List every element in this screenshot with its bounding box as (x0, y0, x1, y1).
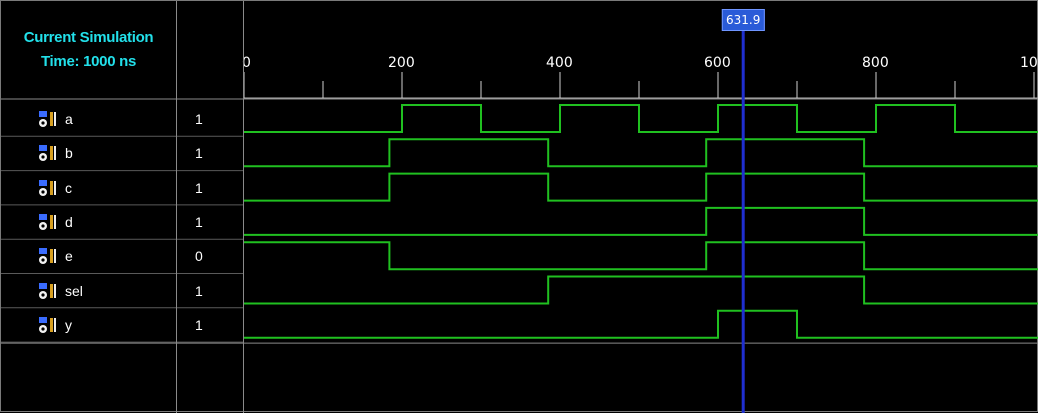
signal-value-d: 1 (195, 213, 203, 230)
waveform-b (244, 138, 1038, 168)
signal-icon (39, 145, 56, 162)
ruler-tick-label: 200 (388, 55, 415, 71)
signal-name-e[interactable]: e (1, 239, 176, 273)
header-title-line2: Time: 1000 ns (40, 52, 137, 70)
cursor-time-label[interactable]: 631.9 (722, 9, 765, 31)
signal-name-c[interactable]: c (1, 171, 176, 205)
signal-label: e (65, 248, 73, 265)
waveform-d (244, 206, 1038, 236)
ruler-tick-label: 400 (546, 55, 573, 71)
signal-value-y: 1 (195, 316, 203, 333)
signal-value-c: 1 (195, 179, 203, 196)
waveform-e (244, 241, 1038, 271)
signal-value-a: 1 (195, 111, 203, 127)
signal-icon (39, 111, 56, 127)
signal-label: y (65, 316, 72, 333)
simulation-time-header: Current Simulation Time: 1000 ns (1, 1, 176, 98)
signal-value-b: 1 (195, 145, 203, 162)
waveform-y (244, 309, 1038, 339)
signal-label: sel (65, 282, 83, 299)
signal-value-sel: 1 (195, 282, 203, 299)
signal-name-d[interactable]: d (1, 205, 176, 239)
signal-label: c (65, 179, 72, 196)
signal-name-b[interactable]: b (1, 136, 176, 170)
signal-label: a (65, 111, 73, 127)
ruler-tick-label: 1000 (1020, 55, 1038, 71)
signal-name-a[interactable]: a (1, 102, 176, 136)
ruler-tick-label: 0 (242, 55, 251, 71)
signal-icon (39, 282, 56, 299)
waveform-c (244, 172, 1038, 202)
signal-label: b (65, 145, 73, 162)
value-column-divider[interactable] (243, 1, 244, 413)
signal-name-sel[interactable]: sel (1, 274, 176, 308)
signal-name-y[interactable]: y (1, 308, 176, 342)
signal-value-e: 0 (195, 248, 203, 265)
signal-icon (39, 179, 56, 196)
signal-label: d (65, 213, 73, 230)
waveform-a (244, 104, 1038, 133)
signal-icon (39, 316, 56, 333)
header-title-line1: Current Simulation (23, 28, 154, 46)
ruler-tick-label: 600 (704, 55, 731, 71)
signal-icon (39, 213, 56, 230)
waveform-sel (244, 275, 1038, 305)
name-column-divider[interactable] (176, 1, 177, 413)
ruler-tick-label: 800 (862, 55, 889, 71)
signal-icon (39, 248, 56, 265)
